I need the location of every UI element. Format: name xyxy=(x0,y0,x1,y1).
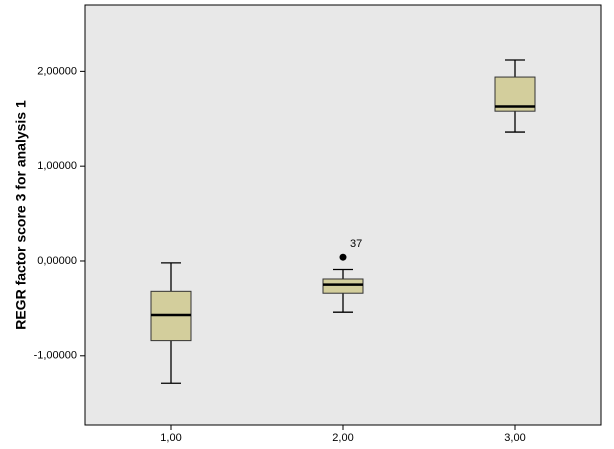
outlier xyxy=(339,253,347,261)
y-axis-label: REGR factor score 3 for analysis 1 xyxy=(13,100,29,330)
y-tick-label: 0,00000 xyxy=(37,255,77,267)
y-tick-label: 1,00000 xyxy=(37,160,77,172)
plot-area xyxy=(84,4,602,426)
outlier-label: 37 xyxy=(350,238,362,250)
y-tick-label: -1,00000 xyxy=(34,350,77,362)
box xyxy=(322,278,364,294)
y-tick-label: 2,00000 xyxy=(37,65,77,77)
x-tick-label: 2,00 xyxy=(332,432,353,444)
x-tick-label: 1,00 xyxy=(160,432,181,444)
x-tick-label: 3,00 xyxy=(504,432,525,444)
